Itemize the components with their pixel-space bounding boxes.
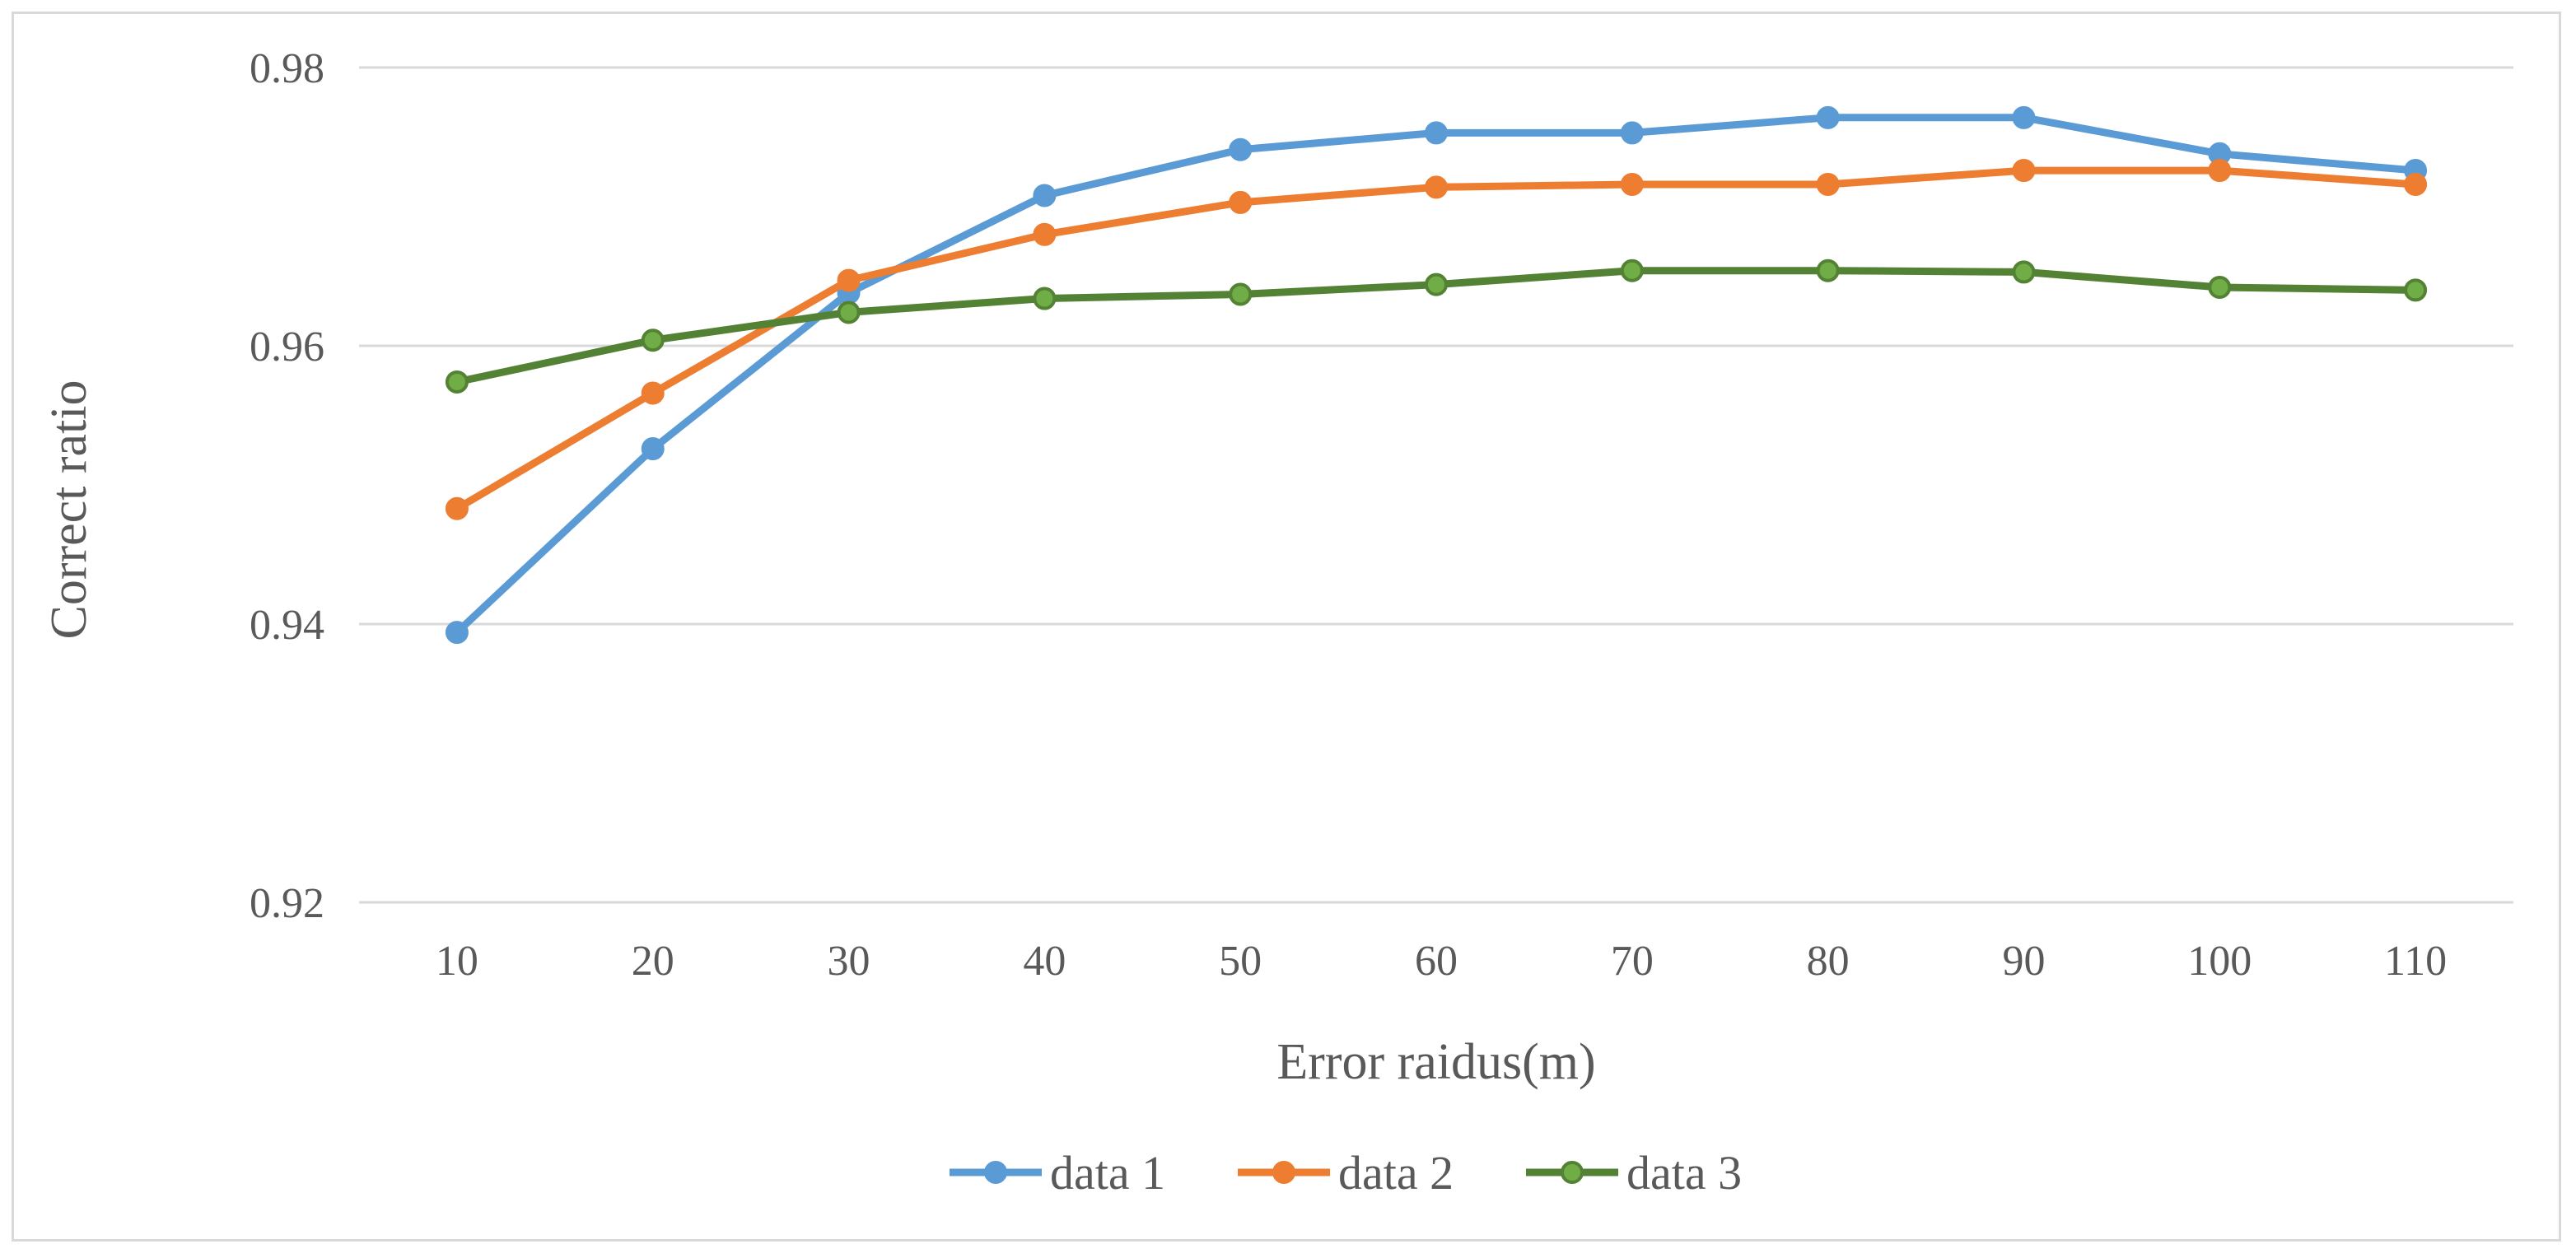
data-point: [1816, 105, 1840, 129]
series-3: [445, 259, 2428, 394]
data-point: [1816, 172, 1840, 196]
y-tick-label: 0.92: [250, 880, 324, 927]
x-tick-label: 10: [436, 938, 478, 985]
data-point: [2208, 159, 2232, 183]
x-tick-label: 80: [1807, 938, 1850, 985]
y-tick-label: 0.96: [250, 324, 324, 370]
gridlines: [359, 66, 2513, 904]
data-point: [837, 268, 861, 292]
data-point: [1620, 259, 1644, 282]
data-point: [2208, 276, 2232, 300]
x-tick-label: 40: [1023, 938, 1066, 985]
data-point: [2012, 159, 2036, 183]
y-axis-ticks: 0.92 0.94 0.96 0.98: [250, 45, 324, 927]
data-point: [1033, 184, 1057, 207]
series-line: [453, 166, 2420, 513]
legend-label: data 2: [1338, 1146, 1454, 1200]
x-tick-label: 70: [1611, 938, 1654, 985]
data-point: [445, 621, 469, 645]
data-point: [837, 301, 861, 324]
data-point: [445, 496, 469, 520]
legend-item: data 2: [1238, 1146, 1454, 1200]
data-point: [641, 381, 665, 405]
data-point: [1229, 282, 1253, 306]
legend-item: data 1: [950, 1146, 1165, 1200]
data-point: [641, 328, 665, 352]
data-point: [2404, 278, 2428, 302]
data-point: [1425, 175, 1448, 199]
y-tick-label: 0.94: [250, 602, 324, 649]
data-point: [2012, 105, 2036, 129]
data-point: [1229, 137, 1253, 161]
data-point: [1620, 121, 1644, 145]
data-point: [1033, 287, 1057, 310]
data-point: [1425, 121, 1448, 145]
x-axis-ticks: 10 20 30 40 50 60 70 80 90 100 110: [436, 938, 2447, 985]
series-1: [445, 105, 2428, 645]
data-point: [1033, 222, 1057, 246]
data-point: [1620, 172, 1644, 196]
legend-marker: [1561, 1161, 1584, 1184]
legend-label: data 1: [1050, 1146, 1165, 1200]
chart-frame: [12, 12, 2561, 1242]
y-tick-label: 0.98: [250, 45, 324, 92]
series-2: [445, 159, 2428, 520]
series-group: [445, 105, 2428, 645]
x-tick-label: 90: [2002, 938, 2045, 985]
data-point: [2012, 260, 2036, 284]
x-tick-label: 30: [828, 938, 870, 985]
y-axis-title: Correct ratio: [41, 380, 97, 639]
legend-marker: [1272, 1161, 1295, 1184]
x-tick-label: 50: [1219, 938, 1262, 985]
data-point: [1425, 273, 1448, 296]
legend-marker: [984, 1161, 1007, 1184]
legend: data 1 data 2 data 3: [950, 1146, 1742, 1200]
data-point: [1229, 190, 1253, 214]
legend-item: data 3: [1526, 1146, 1742, 1200]
data-point: [1816, 259, 1840, 282]
x-axis-title: Error raidus(m): [1276, 1034, 1595, 1090]
data-point: [641, 437, 665, 461]
legend-label: data 3: [1626, 1146, 1742, 1200]
x-tick-label: 100: [2187, 938, 2252, 985]
x-tick-label: 110: [2384, 938, 2447, 985]
data-point: [445, 370, 469, 394]
x-tick-label: 60: [1415, 938, 1458, 985]
data-point: [2404, 172, 2428, 196]
x-tick-label: 20: [632, 938, 674, 985]
